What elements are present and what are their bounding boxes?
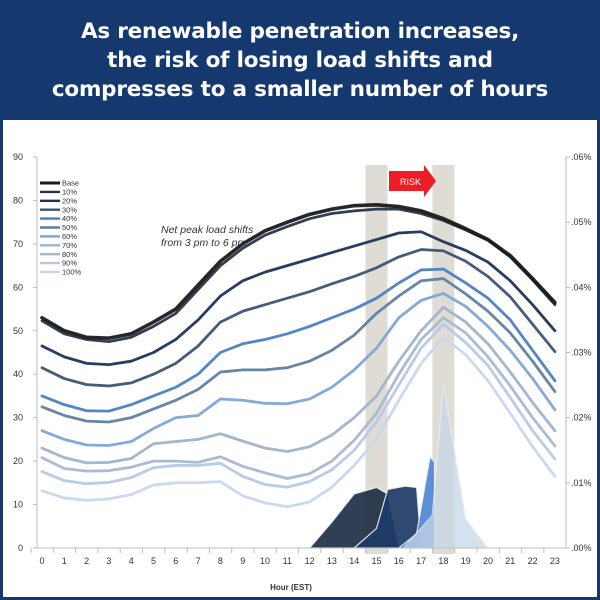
series-line-20pct bbox=[40, 230, 557, 367]
x-tick-label: 21 bbox=[505, 556, 515, 566]
y2-tick-label: .01% bbox=[571, 478, 592, 488]
x-tick-label: 18 bbox=[438, 556, 448, 566]
legend-item: 10% bbox=[40, 188, 77, 197]
x-tick-label: 10 bbox=[260, 556, 270, 566]
y-tick-label: 10 bbox=[13, 500, 23, 510]
x-tick-label: 15 bbox=[371, 556, 381, 566]
x-tick-label: 0 bbox=[39, 556, 44, 566]
x-tick-label: 2 bbox=[84, 556, 89, 566]
series-line-40pct bbox=[40, 267, 557, 413]
series-line-10pct bbox=[40, 207, 557, 344]
x-tick-label: 23 bbox=[550, 556, 560, 566]
legend-label: 10% bbox=[62, 188, 77, 197]
legend-label: 90% bbox=[62, 259, 77, 268]
series-line-90pct bbox=[40, 322, 557, 489]
series-line-100pct bbox=[40, 335, 557, 509]
y-tick-label: 20 bbox=[13, 456, 23, 466]
legend-item: 40% bbox=[40, 214, 77, 223]
series-line-50pct bbox=[40, 277, 557, 424]
legend-label: 60% bbox=[62, 232, 77, 241]
annotation-group: Net peak load shifts from 3 pm to 6 pm. bbox=[161, 224, 254, 249]
chart-panel: 0 10 20 30 40 50 60 70 80 90.00% .01% .02% .03% .04%.… bbox=[3, 120, 597, 597]
y2-tick-label: .05% bbox=[571, 217, 592, 227]
highlight-band-hour-15 bbox=[365, 165, 388, 554]
y2-tick-label: .06% bbox=[571, 152, 592, 162]
series-line-base bbox=[40, 202, 557, 340]
y-tick-label: 0 bbox=[18, 543, 23, 553]
x-tick-label: 1 bbox=[62, 556, 67, 566]
legend-item: 80% bbox=[40, 250, 77, 259]
legend-item: 20% bbox=[40, 196, 77, 205]
x-axis-title: Hour (EST) bbox=[270, 583, 312, 592]
legend-label: 20% bbox=[62, 196, 77, 205]
x-tick-label: 8 bbox=[218, 556, 223, 566]
legend-item: 90% bbox=[40, 259, 77, 268]
legend-label: 80% bbox=[62, 250, 77, 259]
header-banner: As renewable penetration increases, the … bbox=[0, 0, 600, 120]
legend-label: 100% bbox=[62, 268, 82, 277]
page-title: As renewable penetration increases, the … bbox=[52, 17, 548, 104]
x-tick-label: 17 bbox=[416, 556, 426, 566]
load-lines bbox=[40, 202, 557, 509]
y2-tick-label: .04% bbox=[571, 282, 592, 292]
annotation-line-2: from 3 pm to 6 pm. bbox=[161, 237, 249, 249]
x-tick-label: 14 bbox=[349, 556, 359, 566]
y2-tick-label: .03% bbox=[571, 348, 592, 358]
axes: 0102030405060708090.00%.01%.02%.03%.04%.… bbox=[13, 152, 592, 566]
x-tick-label: 22 bbox=[528, 556, 538, 566]
x-tick-label: 20 bbox=[483, 556, 493, 566]
risk-label: RISK bbox=[400, 177, 421, 187]
x-tick-label: 12 bbox=[305, 556, 315, 566]
legend-item: 70% bbox=[40, 241, 77, 250]
x-tick-label: 19 bbox=[461, 556, 471, 566]
x-tick-label: 7 bbox=[196, 556, 201, 566]
y-tick-label: 60 bbox=[13, 282, 23, 292]
risk-arrow-shape bbox=[389, 165, 436, 197]
y-tick-label: 50 bbox=[13, 326, 23, 336]
annotation-line-1: Net peak load shifts bbox=[161, 224, 254, 236]
x-tick-label: 13 bbox=[327, 556, 337, 566]
legend-item: 50% bbox=[40, 223, 77, 232]
x-tick-label: 6 bbox=[173, 556, 178, 566]
legend-label: 70% bbox=[62, 241, 77, 250]
title-line-1: As renewable penetration increases, bbox=[80, 18, 520, 44]
legend-item: Base bbox=[40, 179, 79, 188]
x-tick-label: 4 bbox=[129, 556, 134, 566]
risk-arrow: RISK bbox=[389, 165, 436, 197]
series-line-70pct bbox=[40, 305, 557, 465]
legend-label: Base bbox=[62, 179, 79, 188]
y-tick-label: 90 bbox=[13, 152, 23, 162]
load-chart: 0102030405060708090.00%.01%.02%.03%.04%.… bbox=[13, 152, 592, 592]
y-tick-label: 80 bbox=[13, 195, 23, 205]
x-tick-label: 3 bbox=[106, 556, 111, 566]
series-line-60pct bbox=[40, 292, 557, 447]
y-tick-label: 40 bbox=[13, 369, 23, 379]
x-tick-label: 5 bbox=[151, 556, 156, 566]
y-tick-label: 70 bbox=[13, 239, 23, 249]
title-line-3: compresses to a smaller number of hours bbox=[51, 76, 549, 102]
y-tick-label: 30 bbox=[13, 413, 23, 423]
y2-tick-label: .02% bbox=[571, 413, 592, 423]
legend-label: 30% bbox=[62, 205, 77, 214]
series-line-30pct bbox=[40, 248, 557, 388]
legend-item: 100% bbox=[40, 268, 82, 277]
legend-item: 60% bbox=[40, 232, 77, 241]
title-line-2: the risk of losing load shifts and bbox=[107, 47, 493, 73]
x-tick-label: 9 bbox=[240, 556, 245, 566]
y2-tick-label: .00% bbox=[571, 543, 592, 553]
legend-label: 50% bbox=[62, 223, 77, 232]
x-tick-label: 16 bbox=[394, 556, 404, 566]
legend-label: 40% bbox=[62, 214, 77, 223]
legend-item: 30% bbox=[40, 205, 77, 214]
series-line-80pct bbox=[40, 316, 557, 480]
x-tick-label: 11 bbox=[283, 556, 292, 566]
